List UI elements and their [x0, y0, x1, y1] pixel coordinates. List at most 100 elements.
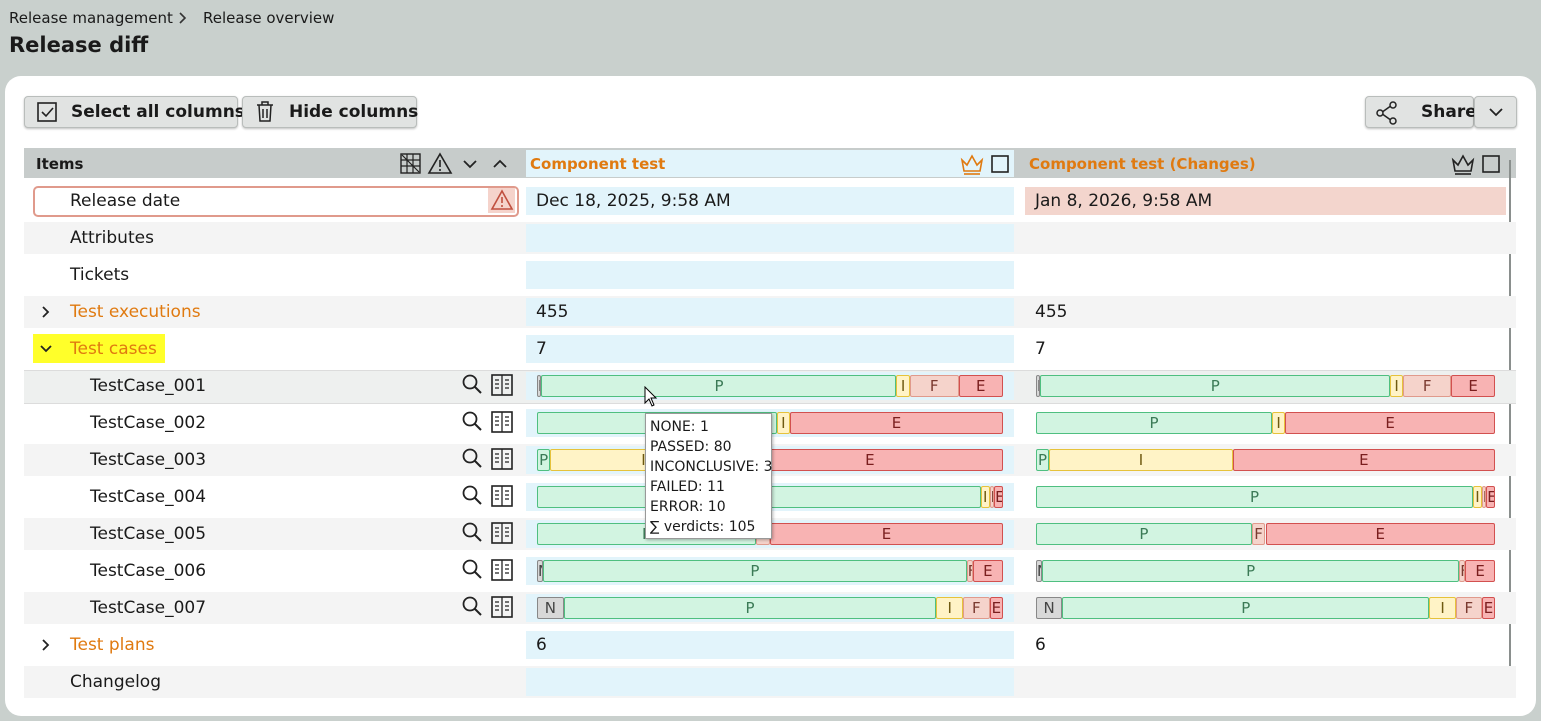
row-label: TestCase_002	[90, 413, 207, 433]
column-header[interactable]: Component test	[530, 155, 666, 173]
tooltip-line: PASSED: 80	[650, 439, 732, 455]
select-all-button[interactable]: Select all columns	[24, 96, 245, 128]
breadcrumb[interactable]: Release management	[9, 9, 173, 27]
row-label[interactable]: Test executions	[70, 302, 201, 322]
tooltip-line: FAILED: 11	[650, 479, 725, 495]
cell-bg	[526, 224, 1014, 252]
row-label: TestCase_001	[90, 376, 207, 396]
verdict-segment: F	[1403, 375, 1452, 397]
verdict-segment: P	[541, 375, 897, 397]
scrollbar[interactable]	[1509, 160, 1511, 676]
cell-text: 7	[536, 339, 547, 359]
verdict-segment: N	[1036, 597, 1063, 619]
tooltip-line: NONE: 1	[650, 419, 709, 435]
column-header-bg	[526, 150, 1014, 177]
verdict-segment: I	[936, 597, 964, 619]
row-actions[interactable]	[460, 410, 516, 434]
verdict-segment: E	[789, 412, 1003, 434]
tooltip-line: ∑ verdicts: 105	[650, 519, 756, 535]
verdict-segment: P	[537, 449, 551, 471]
breadcrumb[interactable]: Release overview	[203, 9, 335, 27]
verdict-segment: P	[1036, 449, 1050, 471]
verdict-segment: F	[989, 486, 995, 508]
verdict-segment: E	[1265, 523, 1495, 545]
verdict-segment: N	[1036, 375, 1041, 397]
breadcrumb-sep	[179, 12, 187, 24]
verdict-segment: P	[1040, 375, 1391, 397]
verdict-segment: F	[963, 597, 990, 619]
row-label[interactable]: Test plans	[70, 635, 155, 655]
cell-text: 6	[1035, 635, 1046, 655]
hide-columns-button[interactable]: Hide columns	[242, 96, 418, 128]
verdict-segment: E	[1481, 597, 1495, 619]
verdict-segment: F	[1251, 523, 1266, 545]
expand-toggle[interactable]	[39, 638, 53, 652]
header-icons[interactable]	[399, 152, 514, 176]
verdict-segment: E	[958, 375, 1003, 397]
verdict-segment: E	[972, 560, 1003, 582]
cell-bg	[526, 631, 1014, 659]
verdict-segment: N	[537, 597, 564, 619]
warning-box	[33, 186, 519, 217]
row-label: Attributes	[70, 228, 154, 248]
verdict-segment: F	[1481, 486, 1487, 508]
warning-icon	[490, 189, 514, 210]
row-actions[interactable]	[460, 447, 516, 471]
column-header[interactable]: Component test (Changes)	[1029, 155, 1256, 173]
row-actions[interactable]	[460, 558, 516, 582]
verdict-segment: E	[1232, 449, 1495, 471]
share-button[interactable]: Share	[1365, 96, 1477, 128]
row-label[interactable]: Test cases	[70, 339, 157, 359]
verdict-segment: E	[1285, 412, 1495, 434]
row-label: TestCase_005	[90, 524, 207, 544]
cell-bg	[526, 298, 1014, 326]
verdict-segment: F	[1455, 597, 1482, 619]
verdict-segment: P	[1036, 523, 1252, 545]
cell-bg	[1025, 187, 1506, 215]
cell-bg	[526, 187, 1014, 215]
row-actions[interactable]	[460, 595, 516, 619]
tooltip-line: INCONCLUSIVE: 3	[650, 459, 773, 475]
verdict-segment: N	[537, 375, 542, 397]
verdict-segment: I	[1272, 412, 1286, 434]
column-icons[interactable]	[1451, 152, 1503, 176]
verdict-segment: I	[1049, 449, 1233, 471]
verdict-segment: I	[896, 375, 910, 397]
expand-toggle[interactable]	[39, 305, 53, 319]
verdict-segment: E	[1465, 560, 1495, 582]
row-actions[interactable]	[460, 373, 516, 397]
verdict-segment: I	[1473, 486, 1482, 508]
highlight	[33, 334, 165, 363]
row-label: Release date	[70, 191, 181, 211]
verdict-segment: F	[1459, 560, 1466, 582]
verdict-segment: P	[543, 560, 967, 582]
tooltip: NONE: 1 PASSED: 80 INCONCLUSIVE: 3 FAILED: …	[645, 413, 773, 539]
button-label: Share	[1421, 102, 1477, 122]
expand-toggle[interactable]	[39, 342, 53, 356]
row-actions[interactable]	[460, 484, 516, 508]
column-icons[interactable]	[960, 152, 1012, 176]
cell-text: 455	[1035, 302, 1068, 322]
cell-bg	[526, 335, 1014, 363]
verdict-segment: E	[994, 486, 1003, 508]
cell-text: 6	[536, 635, 547, 655]
verdict-segment: I	[1390, 375, 1404, 397]
verdict-segment: P	[1036, 412, 1273, 434]
row-label: TestCase_003	[90, 450, 207, 470]
cell-bg	[526, 261, 1014, 289]
tooltip-line: ERROR: 10	[650, 499, 726, 515]
verdict-segment: E	[1486, 486, 1495, 508]
share-dropdown[interactable]	[1474, 96, 1517, 128]
verdict-segment: N	[1036, 560, 1042, 582]
row-label: Changelog	[70, 672, 162, 692]
button-label: Select all columns	[71, 102, 245, 122]
row-actions[interactable]	[460, 521, 516, 545]
page-title: Release diff	[9, 33, 149, 57]
verdict-segment: E	[1451, 375, 1495, 397]
row-label: Tickets	[70, 265, 130, 285]
verdict-segment: F	[966, 560, 973, 582]
verdict-segment: P	[1041, 560, 1460, 582]
cell-text: Jan 8, 2026, 9:58 AM	[1035, 191, 1213, 211]
cell-text: 455	[536, 302, 569, 322]
